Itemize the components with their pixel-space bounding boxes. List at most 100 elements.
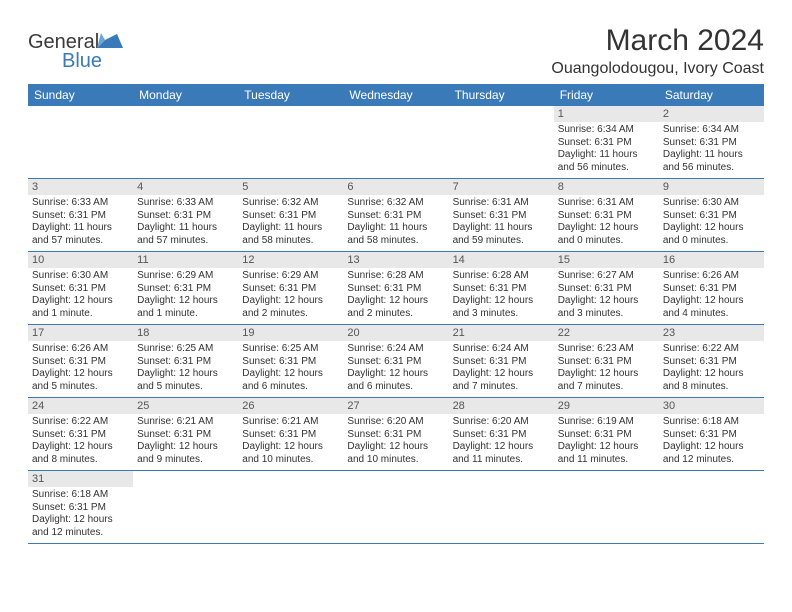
calendar-empty-cell (238, 471, 343, 543)
day-details: Sunrise: 6:23 AMSunset: 6:31 PMDaylight:… (554, 341, 659, 397)
day-details: Sunrise: 6:25 AMSunset: 6:31 PMDaylight:… (238, 341, 343, 397)
sunrise-line: Sunrise: 6:32 AM (242, 197, 339, 210)
daylight-line: Daylight: 12 hours and 2 minutes. (242, 295, 339, 320)
day-details: Sunrise: 6:18 AMSunset: 6:31 PMDaylight:… (28, 487, 133, 543)
header: General Blue March 2024 Ouangolodougou, … (28, 24, 764, 78)
day-details: Sunrise: 6:21 AMSunset: 6:31 PMDaylight:… (238, 414, 343, 470)
sunset-line: Sunset: 6:31 PM (663, 137, 760, 150)
day-number: 6 (343, 179, 448, 195)
calendar-empty-cell (238, 106, 343, 178)
day-details: Sunrise: 6:18 AMSunset: 6:31 PMDaylight:… (659, 414, 764, 470)
calendar-empty-cell (343, 106, 448, 178)
daylight-line: Daylight: 12 hours and 12 minutes. (32, 514, 129, 539)
day-details: Sunrise: 6:22 AMSunset: 6:31 PMDaylight:… (659, 341, 764, 397)
daylight-line: Daylight: 12 hours and 12 minutes. (663, 441, 760, 466)
day-number: 10 (28, 252, 133, 268)
calendar-day-cell: 20Sunrise: 6:24 AMSunset: 6:31 PMDayligh… (343, 325, 448, 397)
day-number: 14 (449, 252, 554, 268)
day-details: Sunrise: 6:19 AMSunset: 6:31 PMDaylight:… (554, 414, 659, 470)
calendar-body: 1Sunrise: 6:34 AMSunset: 6:31 PMDaylight… (28, 106, 764, 544)
daylight-line: Daylight: 12 hours and 6 minutes. (242, 368, 339, 393)
calendar-empty-cell (554, 471, 659, 543)
day-number: 20 (343, 325, 448, 341)
day-details: Sunrise: 6:21 AMSunset: 6:31 PMDaylight:… (133, 414, 238, 470)
daylight-line: Daylight: 11 hours and 58 minutes. (242, 222, 339, 247)
calendar-week-row: 24Sunrise: 6:22 AMSunset: 6:31 PMDayligh… (28, 398, 764, 471)
day-details: Sunrise: 6:33 AMSunset: 6:31 PMDaylight:… (133, 195, 238, 251)
sunrise-line: Sunrise: 6:25 AM (137, 343, 234, 356)
calendar-day-cell: 15Sunrise: 6:27 AMSunset: 6:31 PMDayligh… (554, 252, 659, 324)
title-block: March 2024 Ouangolodougou, Ivory Coast (551, 24, 764, 78)
sunset-line: Sunset: 6:31 PM (663, 429, 760, 442)
calendar-day-cell: 3Sunrise: 6:33 AMSunset: 6:31 PMDaylight… (28, 179, 133, 251)
logo-text-blue: Blue (62, 51, 123, 71)
sunrise-line: Sunrise: 6:30 AM (32, 270, 129, 283)
daylight-line: Daylight: 12 hours and 8 minutes. (663, 368, 760, 393)
calendar-day-cell: 22Sunrise: 6:23 AMSunset: 6:31 PMDayligh… (554, 325, 659, 397)
weekday-header-row: SundayMondayTuesdayWednesdayThursdayFrid… (28, 84, 764, 106)
weekday-header: Friday (554, 84, 659, 106)
sunrise-line: Sunrise: 6:21 AM (137, 416, 234, 429)
day-number: 23 (659, 325, 764, 341)
day-number: 4 (133, 179, 238, 195)
sunrise-line: Sunrise: 6:18 AM (32, 489, 129, 502)
sunrise-line: Sunrise: 6:28 AM (453, 270, 550, 283)
sunset-line: Sunset: 6:31 PM (558, 210, 655, 223)
calendar-week-row: 1Sunrise: 6:34 AMSunset: 6:31 PMDaylight… (28, 106, 764, 179)
calendar-day-cell: 7Sunrise: 6:31 AMSunset: 6:31 PMDaylight… (449, 179, 554, 251)
sunset-line: Sunset: 6:31 PM (453, 210, 550, 223)
sunrise-line: Sunrise: 6:26 AM (663, 270, 760, 283)
sunset-line: Sunset: 6:31 PM (242, 283, 339, 296)
day-details: Sunrise: 6:28 AMSunset: 6:31 PMDaylight:… (449, 268, 554, 324)
calendar-day-cell: 25Sunrise: 6:21 AMSunset: 6:31 PMDayligh… (133, 398, 238, 470)
day-details: Sunrise: 6:34 AMSunset: 6:31 PMDaylight:… (659, 122, 764, 178)
sunset-line: Sunset: 6:31 PM (137, 210, 234, 223)
sunrise-line: Sunrise: 6:23 AM (558, 343, 655, 356)
daylight-line: Daylight: 12 hours and 1 minute. (32, 295, 129, 320)
sunrise-line: Sunrise: 6:33 AM (32, 197, 129, 210)
daylight-line: Daylight: 12 hours and 7 minutes. (558, 368, 655, 393)
sunset-line: Sunset: 6:31 PM (453, 356, 550, 369)
daylight-line: Daylight: 12 hours and 10 minutes. (347, 441, 444, 466)
sunset-line: Sunset: 6:31 PM (32, 356, 129, 369)
calendar-empty-cell (28, 106, 133, 178)
day-number: 9 (659, 179, 764, 195)
calendar-day-cell: 12Sunrise: 6:29 AMSunset: 6:31 PMDayligh… (238, 252, 343, 324)
daylight-line: Daylight: 12 hours and 4 minutes. (663, 295, 760, 320)
day-number: 17 (28, 325, 133, 341)
day-details: Sunrise: 6:20 AMSunset: 6:31 PMDaylight:… (449, 414, 554, 470)
sunrise-line: Sunrise: 6:18 AM (663, 416, 760, 429)
day-number: 31 (28, 471, 133, 487)
calendar-day-cell: 18Sunrise: 6:25 AMSunset: 6:31 PMDayligh… (133, 325, 238, 397)
calendar-day-cell: 5Sunrise: 6:32 AMSunset: 6:31 PMDaylight… (238, 179, 343, 251)
daylight-line: Daylight: 12 hours and 5 minutes. (32, 368, 129, 393)
daylight-line: Daylight: 11 hours and 56 minutes. (663, 149, 760, 174)
calendar-day-cell: 13Sunrise: 6:28 AMSunset: 6:31 PMDayligh… (343, 252, 448, 324)
day-number: 13 (343, 252, 448, 268)
sunset-line: Sunset: 6:31 PM (32, 283, 129, 296)
calendar-day-cell: 30Sunrise: 6:18 AMSunset: 6:31 PMDayligh… (659, 398, 764, 470)
day-number: 15 (554, 252, 659, 268)
daylight-line: Daylight: 12 hours and 5 minutes. (137, 368, 234, 393)
location-text: Ouangolodougou, Ivory Coast (551, 60, 764, 78)
day-details: Sunrise: 6:26 AMSunset: 6:31 PMDaylight:… (28, 341, 133, 397)
day-details: Sunrise: 6:31 AMSunset: 6:31 PMDaylight:… (449, 195, 554, 251)
sunrise-line: Sunrise: 6:33 AM (137, 197, 234, 210)
page-title: March 2024 (551, 24, 764, 58)
sunrise-line: Sunrise: 6:26 AM (32, 343, 129, 356)
day-number: 22 (554, 325, 659, 341)
daylight-line: Daylight: 12 hours and 9 minutes. (137, 441, 234, 466)
sunset-line: Sunset: 6:31 PM (242, 429, 339, 442)
sunrise-line: Sunrise: 6:27 AM (558, 270, 655, 283)
calendar-day-cell: 1Sunrise: 6:34 AMSunset: 6:31 PMDaylight… (554, 106, 659, 178)
sunset-line: Sunset: 6:31 PM (558, 356, 655, 369)
calendar-day-cell: 16Sunrise: 6:26 AMSunset: 6:31 PMDayligh… (659, 252, 764, 324)
day-details: Sunrise: 6:28 AMSunset: 6:31 PMDaylight:… (343, 268, 448, 324)
day-details: Sunrise: 6:22 AMSunset: 6:31 PMDaylight:… (28, 414, 133, 470)
day-details: Sunrise: 6:34 AMSunset: 6:31 PMDaylight:… (554, 122, 659, 178)
daylight-line: Daylight: 12 hours and 0 minutes. (558, 222, 655, 247)
sunset-line: Sunset: 6:31 PM (32, 502, 129, 515)
day-number: 2 (659, 106, 764, 122)
day-number: 25 (133, 398, 238, 414)
day-number: 29 (554, 398, 659, 414)
